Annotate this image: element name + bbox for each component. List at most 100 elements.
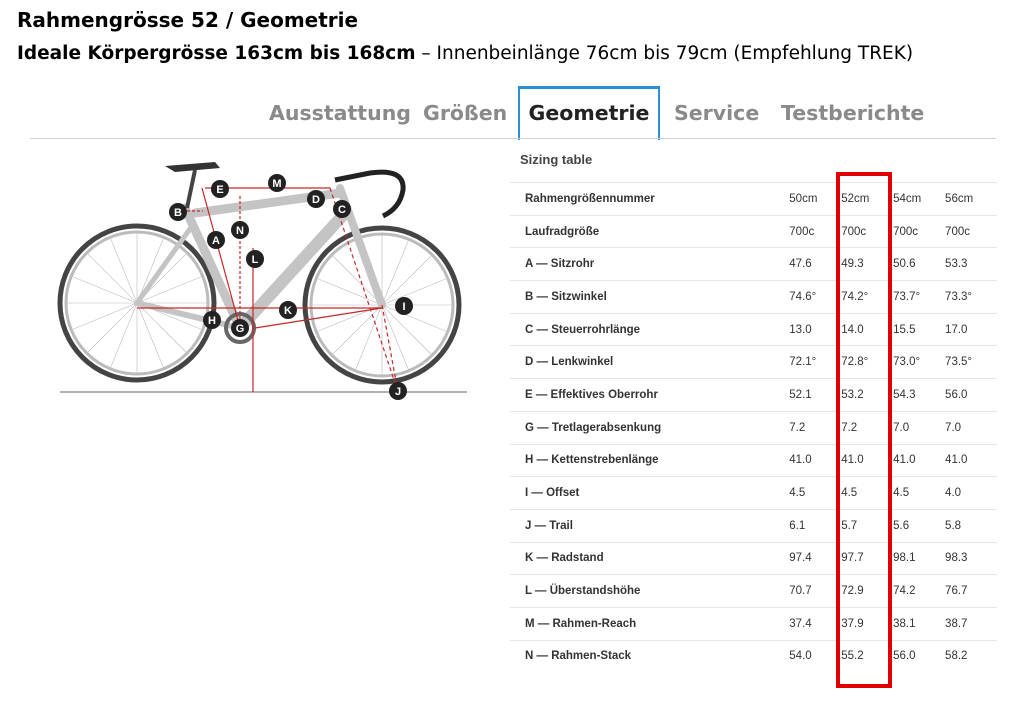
table-row: B — Sitzwinkel 74.6° 74.2° 73.7° 73.3° (510, 280, 997, 314)
row-label: H — Kettenstrebenlänge (510, 443, 790, 477)
tab-testberichte[interactable]: Testberichte (781, 101, 925, 125)
table-cell: 50cm (789, 182, 842, 216)
table-cell: 73.3° (945, 280, 997, 314)
table-cell: 58.2 (945, 639, 997, 673)
tab-service[interactable]: Service (674, 101, 760, 125)
table-cell: 17.0 (945, 312, 997, 346)
table-cell: 700c (789, 214, 842, 248)
svg-text:C: C (338, 204, 346, 216)
svg-text:N: N (236, 225, 244, 237)
svg-text:H: H (208, 315, 216, 327)
table-cell: 37.9 (841, 606, 894, 641)
table-row: G — Tretlagerabsenkung 7.2 7.2 7.0 7.0 (510, 410, 997, 444)
table-cell: 14.0 (841, 312, 894, 346)
table-row: A — Sitzrohr 47.6 49.3 50.6 53.3 (510, 247, 997, 281)
table-cell: 7.0 (893, 410, 946, 444)
row-label: A — Sitzrohr (510, 247, 790, 281)
row-label: E — Effektives Oberrohr (510, 378, 790, 412)
table-row: K — Radstand 97.4 97.7 98.1 98.3 (510, 541, 997, 575)
svg-text:A: A (212, 235, 220, 247)
table-cell: 56.0 (893, 639, 946, 673)
svg-text:M: M (272, 178, 281, 190)
table-cell: 700c (945, 214, 997, 248)
table-cell: 15.5 (893, 312, 946, 346)
sizing-table-title: Sizing table (520, 152, 593, 167)
table-cell: 55.2 (841, 639, 894, 673)
table-cell: 98.1 (893, 541, 946, 575)
table-cell: 49.3 (841, 247, 894, 281)
table-cell: 7.2 (789, 410, 842, 444)
table-cell: 97.7 (841, 541, 894, 575)
table-cell: 38.1 (893, 606, 946, 641)
marker-a: A (207, 231, 225, 249)
subtitle-bold: Ideale Körpergrösse 163cm bis 168cm (17, 43, 416, 64)
svg-text:K: K (284, 305, 292, 317)
marker-h: H (203, 311, 221, 329)
table-cell: 5.6 (893, 508, 946, 543)
table-cell: 37.4 (789, 606, 842, 641)
table-row: E — Effektives Oberrohr 52.1 53.2 54.3 56.0 (510, 378, 997, 412)
table-cell: 54.3 (893, 378, 946, 412)
handlebar (334, 169, 406, 219)
table-cell: 700c (841, 214, 894, 248)
table-row: Rahmengrößennummer 50cm 52cm 54cm 56cm (510, 182, 997, 216)
table-cell: 7.2 (841, 410, 894, 444)
row-label: N — Rahmen-Stack (510, 639, 790, 673)
table-cell: 53.3 (945, 247, 997, 281)
table-row: M — Rahmen-Reach 37.4 37.9 38.1 38.7 (510, 606, 997, 641)
row-label: C — Steuerrohrlänge (510, 312, 790, 346)
table-cell: 7.0 (945, 410, 997, 444)
table-cell: 6.1 (789, 508, 842, 543)
table-cell: 41.0 (945, 443, 997, 477)
table-row: N — Rahmen-Stack 54.0 55.2 56.0 58.2 (510, 639, 997, 673)
table-row: D — Lenkwinkel 72.1° 72.8° 73.0° 73.5° (510, 345, 997, 379)
table-cell: 73.0° (893, 345, 946, 379)
table-cell: 13.0 (789, 312, 842, 346)
table-cell: 38.7 (945, 606, 997, 641)
table-cell: 4.5 (789, 476, 842, 510)
tab-geometrie[interactable]: Geometrie (518, 86, 660, 140)
table-cell: 74.6° (789, 280, 842, 314)
svg-text:I: I (402, 301, 405, 313)
table-row: L — Überstandshöhe 70.7 72.9 74.2 76.7 (510, 574, 997, 608)
svg-text:J: J (395, 386, 401, 398)
table-cell: 98.3 (945, 541, 997, 575)
svg-text:L: L (252, 254, 259, 266)
tab-divider (30, 138, 996, 139)
row-label: J — Trail (510, 508, 790, 543)
marker-d: D (307, 190, 325, 208)
table-cell: 73.7° (893, 280, 946, 314)
row-label: G — Tretlagerabsenkung (510, 410, 790, 444)
marker-b: B (169, 203, 187, 221)
marker-e: E (211, 180, 229, 198)
table-cell: 73.5° (945, 345, 997, 379)
page-subtitle: Ideale Körpergrösse 163cm bis 168cm – In… (17, 43, 913, 64)
tab-ausstattung[interactable]: Ausstattung (269, 101, 411, 125)
row-label: I — Offset (510, 476, 790, 510)
marker-n: N (231, 221, 249, 239)
table-cell: 52cm (841, 182, 894, 216)
saddle (165, 162, 220, 172)
table-cell: 97.4 (789, 541, 842, 575)
table-cell: 4.5 (893, 476, 946, 510)
row-label: Rahmengrößennummer (510, 182, 790, 216)
row-label: B — Sitzwinkel (510, 280, 790, 314)
table-row: Laufradgröße 700c 700c 700c 700c (510, 214, 997, 248)
row-label: K — Radstand (510, 541, 790, 575)
table-cell: 41.0 (841, 443, 894, 477)
svg-text:G: G (236, 323, 245, 335)
sizing-table: Rahmengrößennummer 50cm 52cm 54cm 56cm Laufra… (510, 182, 997, 673)
table-cell: 70.7 (789, 574, 842, 608)
tab-groessen[interactable]: Größen (423, 101, 508, 125)
row-label: Laufradgröße (510, 214, 790, 248)
svg-text:E: E (216, 184, 223, 196)
bike-geometry-diagram: A B C D E G H I J K L M N (57, 162, 467, 400)
table-cell: 52.1 (789, 378, 842, 412)
table-cell: 56.0 (945, 378, 997, 412)
table-cell: 76.7 (945, 574, 997, 608)
table-cell: 74.2 (893, 574, 946, 608)
table-cell: 54.0 (789, 639, 842, 673)
marker-m: M (268, 174, 286, 192)
table-cell: 72.1° (789, 345, 842, 379)
table-cell: 50.6 (893, 247, 946, 281)
